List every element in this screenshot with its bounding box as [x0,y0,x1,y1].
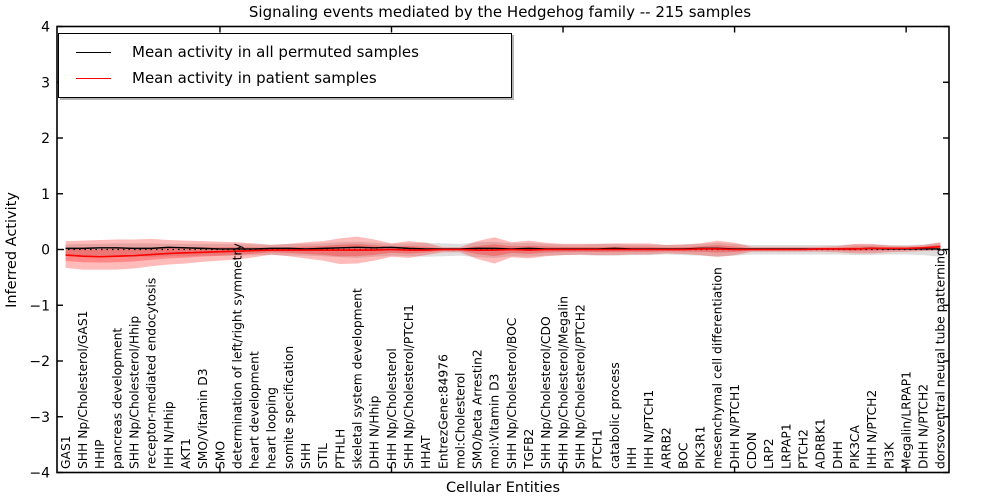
y-tick-label: 0 [41,243,50,259]
y-tick-label: 4 [41,20,50,36]
x-category-label: SHH [299,443,313,469]
x-category-label: mol:Vitamin D3 [488,374,502,469]
y-tick-label: 3 [41,75,50,91]
x-category-label: SHH Np/Cholesterol/PTCH2 [573,304,587,469]
x-category-label: IHH N/PTCH1 [642,390,656,469]
legend-line-permuted-icon [76,51,111,53]
x-category-label: SMO/Vitamin D3 [196,368,210,469]
patient-mean-line [65,245,941,258]
x-category-label: ADRBK1 [814,418,828,469]
x-category-label: catabolic process [608,362,622,469]
x-category-label: DHH N/PTCH1 [728,384,742,469]
x-category-label: SHH Np/Cholesterol/Hhip [127,316,141,469]
x-axis-label: Cellular Entities [445,480,561,496]
legend-label-permuted: Mean activity in all permuted samples [132,42,419,61]
legend-label-patient: Mean activity in patient samples [132,69,377,88]
chart-title: Signaling events mediated by the Hedgeho… [248,3,752,21]
x-category-label: SHH Np/Cholesterol/Megalin [556,296,570,469]
legend: Mean activity in all permuted samples Me… [58,33,512,98]
x-category-label: EntrezGene:84976 [436,354,450,469]
x-category-label: heart looping [265,387,279,469]
y-tick-label: −3 [29,410,50,426]
x-category-label: determination of left/right symmetry [230,243,244,469]
x-category-label: SHH Np/Cholesterol/GAS1 [76,311,90,469]
x-category-label: IHH N/Hhip [162,401,176,469]
x-category-label: CDON [745,432,759,469]
x-category-label: AKT1 [179,438,193,469]
x-category-label: skeletal system development [350,288,364,469]
y-tick-label: −4 [29,466,50,482]
x-category-label: receptor-mediated endocytosis [145,278,159,469]
x-category-label: SHH Np/Cholesterol [385,348,399,469]
x-category-label: LRPAP1 [779,423,793,469]
x-category-label: SHH Np/Cholesterol/CDO [539,316,553,469]
x-category-label: DHH N/Hhip [368,395,382,469]
x-category-label: IHH N/PTCH2 [865,390,879,469]
x-category-label: ARRB2 [659,427,673,469]
x-category-label: TGFB2 [522,429,536,470]
x-category-label: dorsoventral neural tube patterning [934,248,948,469]
x-category-label: HHIP [93,439,107,469]
y-tick-label: −1 [29,298,50,314]
x-category-label: PIK3CA [848,424,862,469]
x-category-label: GAS1 [59,435,73,469]
x-category-label: LRP2 [762,438,776,469]
x-category-label: SHH Np/Cholesterol/PTCH1 [402,304,416,469]
y-tick-label: −2 [29,354,50,370]
x-category-label: DHH N/PTCH2 [917,384,931,469]
x-category-label: mesenchymal cell differentiation [711,267,725,469]
x-category-label: PIK3R1 [694,426,708,469]
x-category-label: PTCH1 [591,429,605,469]
x-category-label: PTHLH [333,429,347,469]
legend-line-patient-icon [76,78,111,80]
x-category-label: SHH Np/Cholesterol/BOC [505,318,519,469]
x-category-label: PTCH2 [796,429,810,469]
x-category-label: HHAT [419,435,433,469]
x-category-label: heart development [248,351,262,469]
x-category-label: DHH [831,441,845,469]
x-category-label: SMO [213,441,227,469]
x-category-label: Megalin/LRPAP1 [899,371,913,469]
patient-band [65,236,941,270]
x-category-label: pancreas development [110,328,124,469]
x-category-label: IHH [625,447,639,469]
y-tick-label: 1 [41,187,50,203]
y-tick-label: 2 [41,131,50,147]
legend-entry-patient: Mean activity in patient samples [76,71,511,86]
x-category-label: somite specification [282,346,296,469]
y-axis-label: Inferred Activity [4,192,20,308]
x-category-label: SMO/beta Arrestin2 [471,349,485,469]
legend-entry-permuted: Mean activity in all permuted samples [76,42,511,61]
x-category-label: mol:Cholesterol [453,373,467,469]
x-category-label: PI3K [882,441,896,469]
x-category-label: BOC [676,443,690,470]
x-category-label: STIL [316,443,330,469]
